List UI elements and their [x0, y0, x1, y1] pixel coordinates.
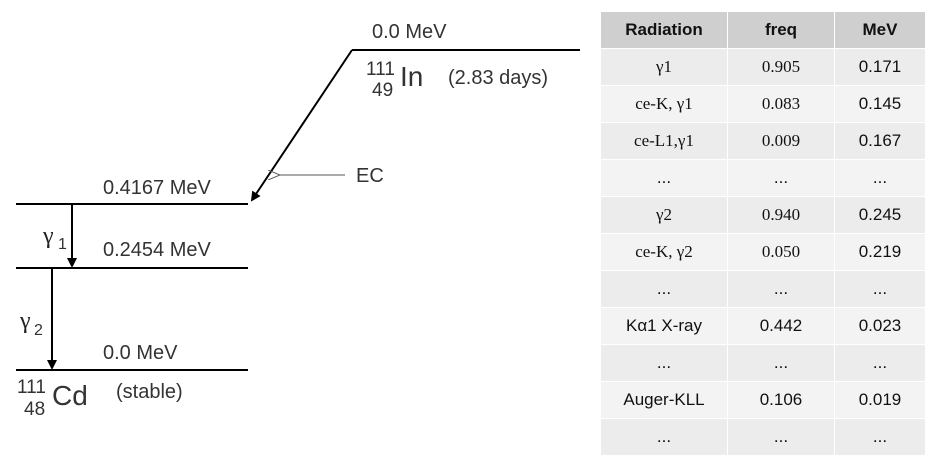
ground-energy: 0.0 MeV [103, 342, 178, 364]
freq-cell: 0.905 [728, 49, 835, 86]
mev-cell: ... [835, 160, 926, 197]
daughter-atomic-number: 48 [24, 399, 45, 420]
parent-atomic-number: 49 [372, 80, 393, 101]
radiation-cell: Auger-KLL [601, 382, 728, 419]
header-mev: MeV [835, 12, 926, 49]
mev-cell: ... [835, 419, 926, 456]
parent-symbol: In [400, 61, 423, 92]
table-row: Kα1 X-ray 0.442 0.023 [601, 308, 926, 345]
ec-label: EC [356, 165, 384, 187]
header-radiation: Radiation [601, 12, 728, 49]
freq-cell: ... [728, 419, 835, 456]
mev-cell: 0.023 [835, 308, 926, 345]
parent-level-energy: 0.0 MeV [372, 21, 447, 43]
mev-cell: 0.219 [835, 234, 926, 271]
table-row: γ1 0.905 0.171 [601, 49, 926, 86]
freq-cell: 0.940 [728, 197, 835, 234]
mev-cell: ... [835, 345, 926, 382]
radiation-cell: ... [601, 271, 728, 308]
table-row: γ2 0.940 0.245 [601, 197, 926, 234]
mev-cell: ... [835, 271, 926, 308]
gamma2-subscript: 2 [34, 322, 43, 339]
gamma2-symbol: γ [19, 308, 31, 334]
daughter-status: (stable) [116, 381, 183, 403]
mev-cell: 0.167 [835, 123, 926, 160]
table-row: ce-K, γ2 0.050 0.219 [601, 234, 926, 271]
radiation-cell: Kα1 X-ray [601, 308, 728, 345]
gamma1-subscript: 1 [58, 236, 67, 253]
mev-cell: 0.019 [835, 382, 926, 419]
radiation-cell: ... [601, 345, 728, 382]
parent-halflife: (2.83 days) [448, 67, 548, 89]
decay-scheme: 0.0 MeV 111 49 In (2.83 days) EC 0.4167 … [16, 21, 580, 420]
radiation-cell: ce-K, γ1 [601, 86, 728, 123]
table-row: Auger-KLL 0.106 0.019 [601, 382, 926, 419]
mev-cell: 0.245 [835, 197, 926, 234]
freq-cell: 0.009 [728, 123, 835, 160]
freq-cell: 0.050 [728, 234, 835, 271]
table-row: ......... [601, 345, 926, 382]
gamma1-symbol: γ [42, 223, 54, 249]
table-row: ce-L1,γ1 0.009 0.167 [601, 123, 926, 160]
radiation-cell: ce-K, γ2 [601, 234, 728, 271]
table-row: ......... [601, 419, 926, 456]
table-row: ce-K, γ1 0.083 0.145 [601, 86, 926, 123]
freq-cell: 0.083 [728, 86, 835, 123]
radiation-table: Radiation freq MeV γ1 0.905 0.171 ce-K, γ1 0… [601, 12, 926, 456]
radiation-cell: γ2 [601, 197, 728, 234]
radiation-cell: ... [601, 160, 728, 197]
radiation-cell: γ1 [601, 49, 728, 86]
daughter-symbol: Cd [52, 380, 88, 411]
table-row: ......... [601, 160, 926, 197]
radiation-cell: ... [601, 419, 728, 456]
freq-cell: ... [728, 160, 835, 197]
mev-cell: 0.171 [835, 49, 926, 86]
level2-energy: 0.2454 MeV [103, 239, 212, 261]
mev-cell: 0.145 [835, 86, 926, 123]
table-header-row: Radiation freq MeV [601, 12, 926, 49]
freq-cell: ... [728, 345, 835, 382]
freq-cell: 0.106 [728, 382, 835, 419]
table-row: ......... [601, 271, 926, 308]
parent-mass-number: 111 [366, 59, 395, 80]
radiation-cell: ce-L1,γ1 [601, 123, 728, 160]
freq-cell: ... [728, 271, 835, 308]
level1-energy: 0.4167 MeV [103, 177, 212, 199]
ec-decay-arrow [250, 49, 353, 202]
freq-cell: 0.442 [728, 308, 835, 345]
header-freq: freq [728, 12, 835, 49]
daughter-mass-number: 111 [17, 377, 46, 398]
